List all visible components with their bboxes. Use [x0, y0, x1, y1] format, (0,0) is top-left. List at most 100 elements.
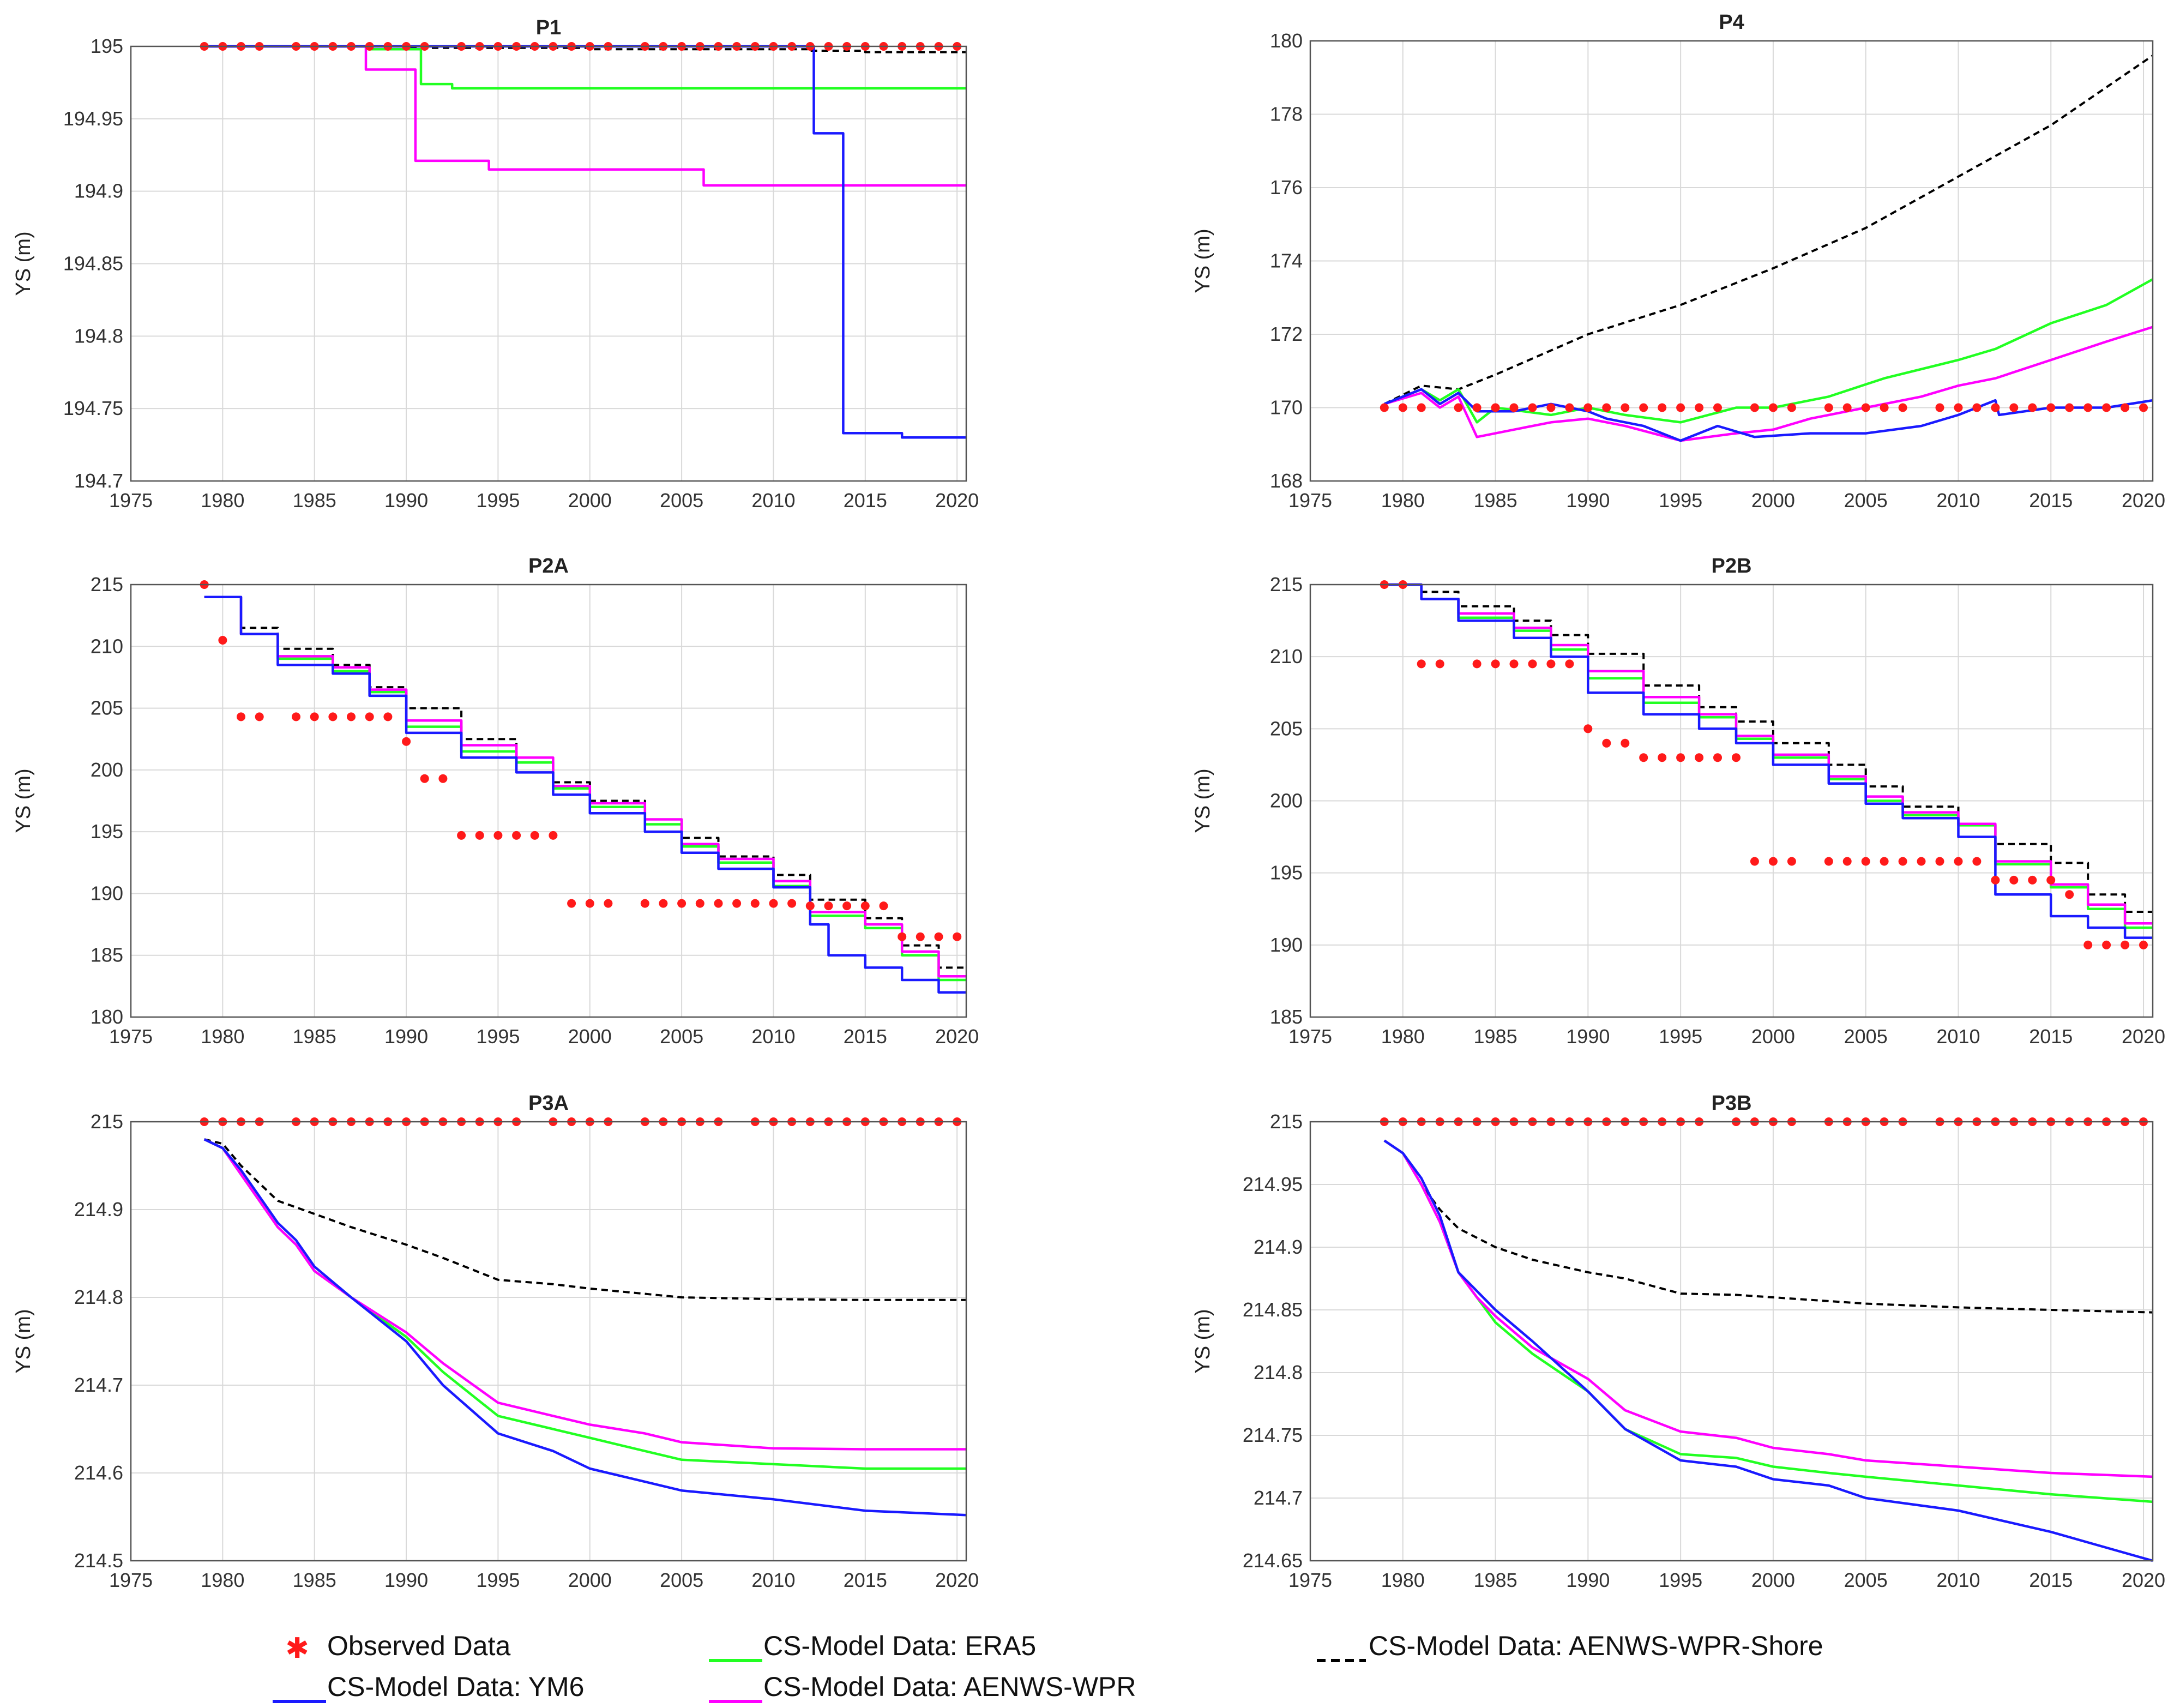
observed-point-p2a [805, 901, 815, 911]
observed-point-p2a [457, 831, 466, 840]
x-tick-label: 2015 [2029, 1025, 2073, 1048]
x-tick-label: 1975 [1288, 1025, 1332, 1048]
observed-point-p4 [1398, 403, 1407, 412]
observed-point-p2a [549, 831, 558, 840]
plot-frame-p4 [1309, 40, 2154, 482]
panel-p4: 1975 1980 1985 1990 1995 2000 2005 2010 2015 2020… [1191, 11, 2165, 512]
y-tick-label: 168 [1270, 470, 1303, 492]
y-tick-label: 195 [91, 35, 123, 57]
series-line-shore-p3a [204, 1138, 966, 1301]
observed-point-p4 [1565, 403, 1574, 412]
observed-point-p2b [1546, 659, 1556, 669]
observed-point-p2b [1787, 857, 1796, 866]
x-tick-label: 1980 [1381, 1025, 1425, 1048]
x-tick-label: 2010 [1936, 1025, 1980, 1048]
x-tick-label: 1995 [1659, 489, 1702, 512]
x-tick-label: 1975 [1288, 489, 1332, 512]
panel-p2b: 1975 1980 1985 1990 1995 2000 2005 2010 2015 2020… [1191, 555, 2165, 1048]
observed-point-p2b [1935, 857, 1944, 866]
y-tick-label: 178 [1270, 103, 1303, 125]
x-tick-label: 1985 [293, 1025, 336, 1048]
observed-point-p2a [824, 901, 833, 911]
observed-point-p4 [1954, 403, 1963, 412]
x-tick-label: 2010 [1936, 1569, 1980, 1591]
y-axis-label-p2b: YS (m) [1191, 768, 1214, 833]
y-tick-label: 194.9 [74, 180, 123, 202]
observed-point-p2a [347, 712, 356, 721]
chart-panels: 1975 1980 1985 1990 1995 2000 2005 2010 2015 2020… [12, 11, 2165, 1591]
observed-point-p2b [1917, 857, 1926, 866]
y-tick-label: 214.7 [74, 1374, 123, 1396]
observed-point-p4 [2009, 403, 2019, 412]
y-tick-label: 195 [1270, 862, 1303, 884]
y-tick-label: 210 [1270, 645, 1303, 667]
observed-point-p4 [1546, 403, 1556, 412]
observed-point-p2b [1991, 875, 2000, 885]
legend-item-observed: ✱ Observed Data [285, 1631, 510, 1664]
observed-point-p2a [255, 712, 264, 721]
x-tick-label: 2015 [2029, 489, 2073, 512]
legend-label-observed: Observed Data [327, 1631, 510, 1661]
y-tick-label: 194.7 [74, 470, 123, 492]
observed-point-p2a [383, 712, 393, 721]
y-tick-label: 190 [91, 882, 123, 904]
x-tick-label: 2020 [2122, 1025, 2165, 1048]
observed-point-p4 [1509, 403, 1519, 412]
y-tick-label: 190 [1270, 934, 1303, 956]
panel-title-p1: P1 [536, 16, 561, 39]
observed-point-p4 [1454, 403, 1463, 412]
observed-point-p4 [2028, 403, 2037, 412]
x-tick-label: 1990 [1566, 1569, 1610, 1591]
observed-point-p2b [1713, 753, 1722, 762]
observed-point-p4 [1972, 403, 1982, 412]
series-line-ym6-p2b [1384, 583, 2153, 939]
observed-point-p4 [1824, 403, 1833, 412]
observed-point-p2a [310, 712, 319, 721]
observed-point-p4 [1787, 403, 1796, 412]
panel-p3b: 1975 1980 1985 1990 1995 2000 2005 2010 2015 2020… [1191, 1092, 2165, 1591]
y-tick-label: 180 [91, 1006, 123, 1028]
observed-point-p2b [2009, 875, 2019, 885]
y-axis-label-p4: YS (m) [1191, 228, 1214, 293]
observed-point-p2a [218, 636, 227, 645]
observed-point-p4 [2121, 403, 2130, 412]
observed-point-p4 [1658, 403, 1667, 412]
observed-point-p2a [953, 932, 962, 941]
observed-point-p2b [1602, 738, 1611, 748]
observed-point-p4 [1472, 403, 1482, 412]
observed-point-p2b [1509, 659, 1519, 669]
x-tick-label: 1990 [384, 1569, 428, 1591]
legend-marker-observed: ✱ [285, 1633, 309, 1664]
y-axis-label-p3a: YS (m) [12, 1309, 35, 1373]
y-tick-label: 214.9 [1254, 1236, 1303, 1258]
x-tick-label: 2020 [935, 1025, 979, 1048]
series-line-era5-p4 [1383, 278, 2154, 424]
y-tick-label: 185 [1270, 1006, 1303, 1028]
x-tick-label: 1975 [109, 1025, 153, 1048]
observed-point-p4 [1602, 403, 1611, 412]
observed-point-p2a [860, 901, 870, 911]
observed-point-p4 [2102, 403, 2111, 412]
observed-point-p4 [1380, 403, 1389, 412]
y-tick-label: 214.8 [1254, 1361, 1303, 1384]
observed-point-p2b [1750, 857, 1759, 866]
y-tick-label: 185 [91, 944, 123, 966]
x-tick-label: 1985 [1474, 489, 1517, 512]
observed-point-p2b [1861, 857, 1870, 866]
observed-point-p2b [1732, 753, 1741, 762]
y-tick-label: 200 [91, 759, 123, 781]
y-tick-label: 195 [91, 820, 123, 843]
series-line-aenws-p3b [1383, 1139, 2153, 1478]
plot-area-p2a [131, 585, 966, 1017]
panel-p1: 1975 1980 1985 1990 1995 2000 2005 2010 2015 2020… [12, 16, 979, 512]
x-tick-label: 2005 [1844, 489, 1888, 512]
x-tick-label: 2000 [1751, 489, 1795, 512]
y-tick-label: 215 [1270, 1110, 1303, 1133]
x-tick-label: 1975 [109, 489, 153, 512]
panel-p3a: 1975 1980 1985 1990 1995 2000 2005 2010 2015 2020… [12, 1092, 979, 1591]
x-tick-label: 2000 [568, 489, 612, 512]
observed-point-p2b [1824, 857, 1833, 866]
observed-point-p2b [1972, 857, 1982, 866]
y-tick-label: 180 [1270, 29, 1303, 52]
y-tick-label: 214.6 [74, 1462, 123, 1484]
